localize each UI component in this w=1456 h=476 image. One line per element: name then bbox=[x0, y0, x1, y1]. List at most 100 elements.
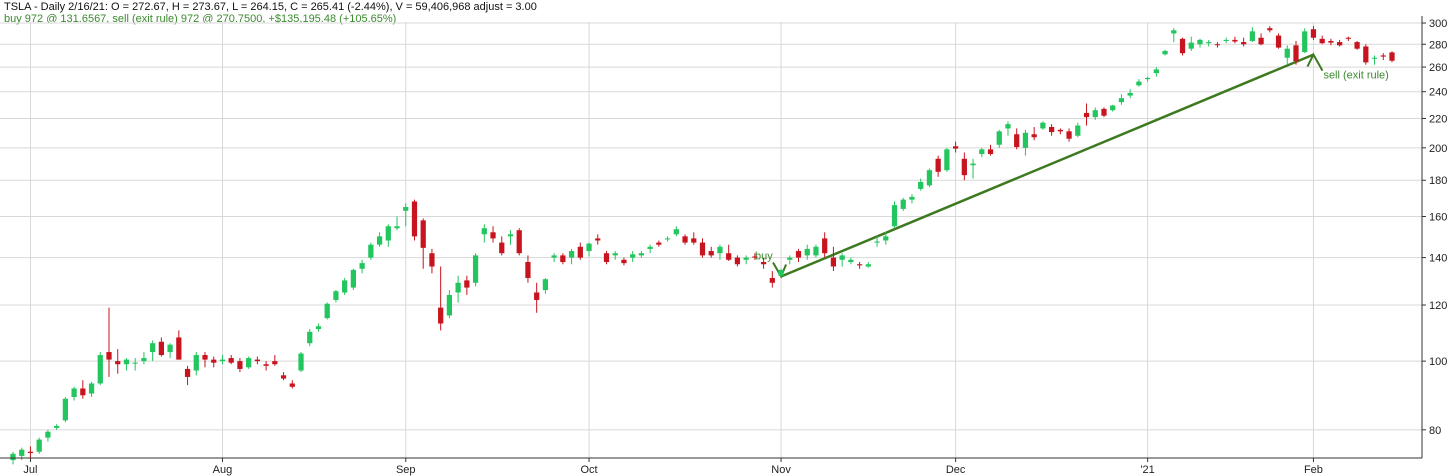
candle-down bbox=[595, 234, 601, 245]
candle-up bbox=[1171, 28, 1177, 43]
candle-body bbox=[1118, 98, 1125, 103]
candle-body bbox=[883, 236, 889, 241]
candle-up bbox=[36, 437, 42, 454]
candle-body bbox=[804, 248, 810, 256]
candle-body bbox=[708, 251, 714, 256]
candle-body bbox=[499, 242, 505, 254]
candle-body bbox=[272, 361, 278, 365]
candle-up bbox=[778, 268, 784, 277]
candle-up bbox=[970, 158, 976, 179]
candle-up bbox=[1197, 38, 1203, 48]
x-tick-label: Jul bbox=[23, 464, 37, 476]
candle-body bbox=[298, 353, 304, 371]
candle-body bbox=[464, 280, 470, 288]
candle-up bbox=[1127, 89, 1133, 99]
candle-body bbox=[900, 199, 906, 209]
candle-up bbox=[298, 352, 304, 373]
candle-body bbox=[1293, 45, 1299, 62]
candle-down bbox=[184, 365, 191, 386]
candle-down bbox=[822, 232, 828, 258]
candle-up bbox=[1223, 37, 1229, 44]
candle-down bbox=[769, 271, 775, 288]
candle-up bbox=[743, 255, 749, 265]
candle-body bbox=[848, 259, 854, 263]
y-tick-label: 120 bbox=[1429, 300, 1447, 312]
candle-up bbox=[1162, 49, 1168, 56]
candle-down bbox=[499, 236, 505, 256]
candle-body bbox=[1389, 52, 1395, 61]
candle-down bbox=[429, 248, 435, 274]
candle-body bbox=[1214, 44, 1221, 46]
candle-body bbox=[909, 196, 915, 200]
candle-body bbox=[1267, 28, 1273, 31]
candle-body bbox=[1223, 39, 1229, 41]
candle-up bbox=[1022, 129, 1029, 156]
candle-body bbox=[1302, 31, 1308, 53]
candle-body bbox=[376, 236, 383, 245]
candle-body bbox=[1127, 92, 1133, 96]
candle-body bbox=[132, 362, 138, 364]
candle-body bbox=[1241, 42, 1247, 45]
candle-body bbox=[673, 229, 679, 235]
candle-body bbox=[734, 257, 741, 265]
candle-down bbox=[1293, 40, 1299, 65]
candle-body bbox=[1371, 57, 1378, 59]
candle-body bbox=[1066, 131, 1072, 139]
candle-body bbox=[481, 228, 487, 235]
candle-up bbox=[1249, 27, 1255, 43]
candle-down bbox=[1380, 53, 1386, 61]
candle-down bbox=[438, 266, 444, 331]
sell-marker bbox=[1306, 52, 1324, 72]
candle-body bbox=[787, 257, 793, 260]
x-tick-label: Oct bbox=[580, 464, 597, 476]
candle-down bbox=[726, 244, 732, 261]
candle-down bbox=[411, 199, 418, 241]
candle-body bbox=[36, 439, 42, 452]
candle-down bbox=[1214, 42, 1221, 48]
candle-body bbox=[254, 359, 260, 362]
candle-body bbox=[1363, 46, 1369, 63]
candle-body bbox=[1354, 42, 1360, 49]
candle-up bbox=[944, 147, 950, 172]
y-tick-label: 260 bbox=[1429, 62, 1447, 74]
candle-body bbox=[1275, 35, 1282, 48]
candle-up bbox=[246, 356, 252, 369]
candle-up bbox=[1302, 28, 1308, 54]
candle-up bbox=[1284, 45, 1290, 65]
candle-body bbox=[717, 246, 723, 254]
candle-down bbox=[211, 356, 217, 368]
trade-lines: buy sell (exit rule) bbox=[755, 52, 1389, 279]
candle-body bbox=[979, 149, 985, 155]
candle-body bbox=[429, 253, 435, 267]
candle-down bbox=[1363, 44, 1369, 65]
candle-down bbox=[27, 446, 34, 458]
candle-up bbox=[839, 253, 845, 267]
candle-up bbox=[507, 230, 514, 245]
candle-down bbox=[952, 141, 959, 153]
candle-down bbox=[115, 349, 121, 374]
candle-up bbox=[1153, 67, 1159, 77]
candle-body bbox=[603, 253, 610, 263]
candle-body bbox=[647, 246, 653, 249]
candle-up bbox=[664, 236, 671, 242]
candle-body bbox=[411, 201, 418, 237]
candle-down bbox=[830, 246, 837, 272]
candle-down bbox=[237, 358, 243, 373]
candle-down bbox=[699, 238, 706, 258]
candle-down bbox=[228, 355, 234, 365]
candle-up bbox=[1136, 79, 1142, 87]
candle-body bbox=[630, 254, 636, 258]
candle-body bbox=[560, 255, 566, 263]
candle-body bbox=[394, 226, 400, 229]
candle-body bbox=[342, 280, 348, 293]
candle-body bbox=[752, 256, 758, 258]
candle-body bbox=[1345, 37, 1351, 39]
x-tick-label: Aug bbox=[213, 464, 233, 476]
candle-up bbox=[542, 278, 549, 294]
candle-body bbox=[1057, 129, 1063, 132]
candle-body bbox=[1328, 40, 1334, 43]
candle-down bbox=[1241, 37, 1247, 47]
candle-up bbox=[874, 236, 880, 247]
candle-up bbox=[324, 302, 330, 320]
candle-up bbox=[150, 340, 156, 362]
